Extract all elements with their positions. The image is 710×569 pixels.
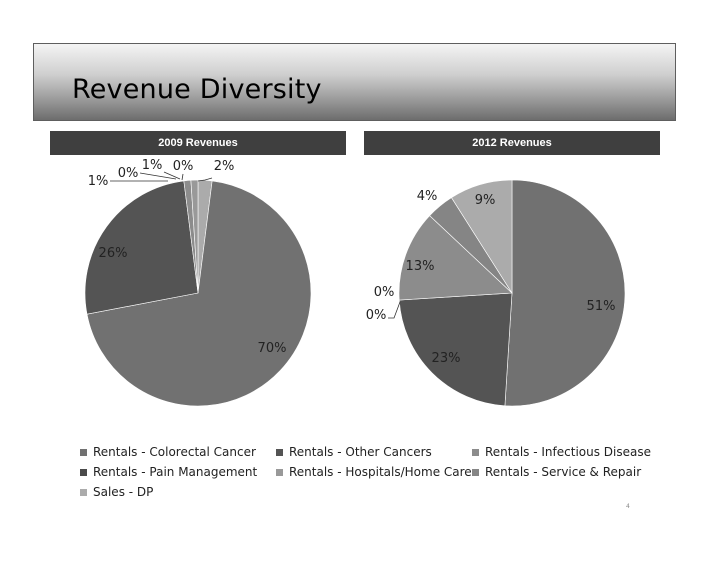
data-label-rentals-colorectal-cancer: 70%	[258, 341, 287, 356]
pie-slice-rentals-hospitals-home-care	[190, 179, 199, 294]
data-label-rentals-infectious-disease: 13%	[406, 259, 435, 274]
pie-slice-rentals-infectious-disease	[398, 215, 513, 301]
legend-item-rentals-hospitals-home-care: Rentals - Hospitals/Home Care	[276, 465, 472, 479]
legend-label: Sales - DP	[93, 485, 154, 499]
legend-item-rentals-colorectal-cancer: Rentals - Colorectal Cancer	[80, 445, 256, 459]
data-label-rentals-pain-management: 0%	[118, 166, 139, 181]
leader-line	[197, 177, 213, 182]
data-label-rentals-pain-management: 0%	[374, 285, 395, 300]
legend-swatch	[80, 488, 87, 496]
data-label-rentals-other-cancers: 26%	[99, 246, 128, 261]
data-label-rentals-hospitals-home-care: 1%	[142, 158, 163, 173]
pie-2012-revenues: 51% 23% 0% 0% 13% 4% 9%	[366, 179, 626, 407]
legend-swatch	[80, 448, 87, 456]
pie-2009-revenues: 2%70%26%1%0%1% 0%	[84, 158, 312, 407]
legend-swatch	[472, 468, 479, 476]
legend-item-rentals-infectious-disease: Rentals - Infectious Disease	[472, 445, 651, 459]
legend-label: Rentals - Pain Management	[93, 465, 258, 479]
legend-swatch	[276, 448, 283, 456]
chart-title-2012: 2012 Revenues	[364, 131, 660, 155]
legend-item-rentals-service-repair: Rentals - Service & Repair	[472, 465, 641, 479]
footnote-mark: 4	[626, 503, 630, 510]
legend-swatch	[80, 468, 87, 476]
pie-slice-rentals-other-cancers	[84, 180, 199, 315]
leader-line	[163, 171, 181, 180]
legend-swatch	[276, 468, 283, 476]
data-label-rentals-hospitals-home-care: 0%	[366, 308, 387, 323]
data-label-sales-dp: 9%	[475, 193, 496, 208]
leader-line	[139, 172, 177, 180]
data-label-sales-dp: 2%	[214, 159, 235, 174]
leader-line	[181, 173, 184, 181]
page-title: Revenue Diversity	[72, 74, 322, 105]
legend-swatch	[472, 448, 479, 456]
legend-label: Rentals - Service & Repair	[485, 465, 642, 479]
chart-title-2009: 2009 Revenues	[50, 131, 346, 155]
legend-label: Rentals - Colorectal Cancer	[93, 445, 256, 459]
pie-slice-rentals-other-cancers	[398, 292, 513, 407]
data-label-rentals-service-repair: 4%	[417, 189, 438, 204]
pie-slice-rentals-colorectal-cancer	[504, 179, 626, 407]
title-band: Revenue Diversity	[33, 43, 676, 121]
data-label-rentals-service-repair: 0%	[173, 159, 194, 174]
legend-label: Rentals - Infectious Disease	[485, 445, 651, 459]
legend-item-sales-dp: Sales - DP	[80, 485, 153, 499]
data-label-rentals-other-cancers: 23%	[432, 351, 461, 366]
leader-line	[388, 301, 401, 319]
pie-slice-rentals-colorectal-cancer	[86, 180, 312, 407]
pie-slice-sales-dp	[451, 179, 513, 295]
data-label-rentals-infectious-disease: 1%	[88, 174, 109, 189]
data-label-rentals-colorectal-cancer: 51%	[587, 299, 616, 314]
legend-label: Rentals - Other Cancers	[289, 445, 432, 459]
legend-item-rentals-other-cancers: Rentals - Other Cancers	[276, 445, 432, 459]
legend-label: Rentals - Hospitals/Home Care	[289, 465, 472, 479]
legend-item-rentals-pain-management: Rentals - Pain Management	[80, 465, 257, 479]
